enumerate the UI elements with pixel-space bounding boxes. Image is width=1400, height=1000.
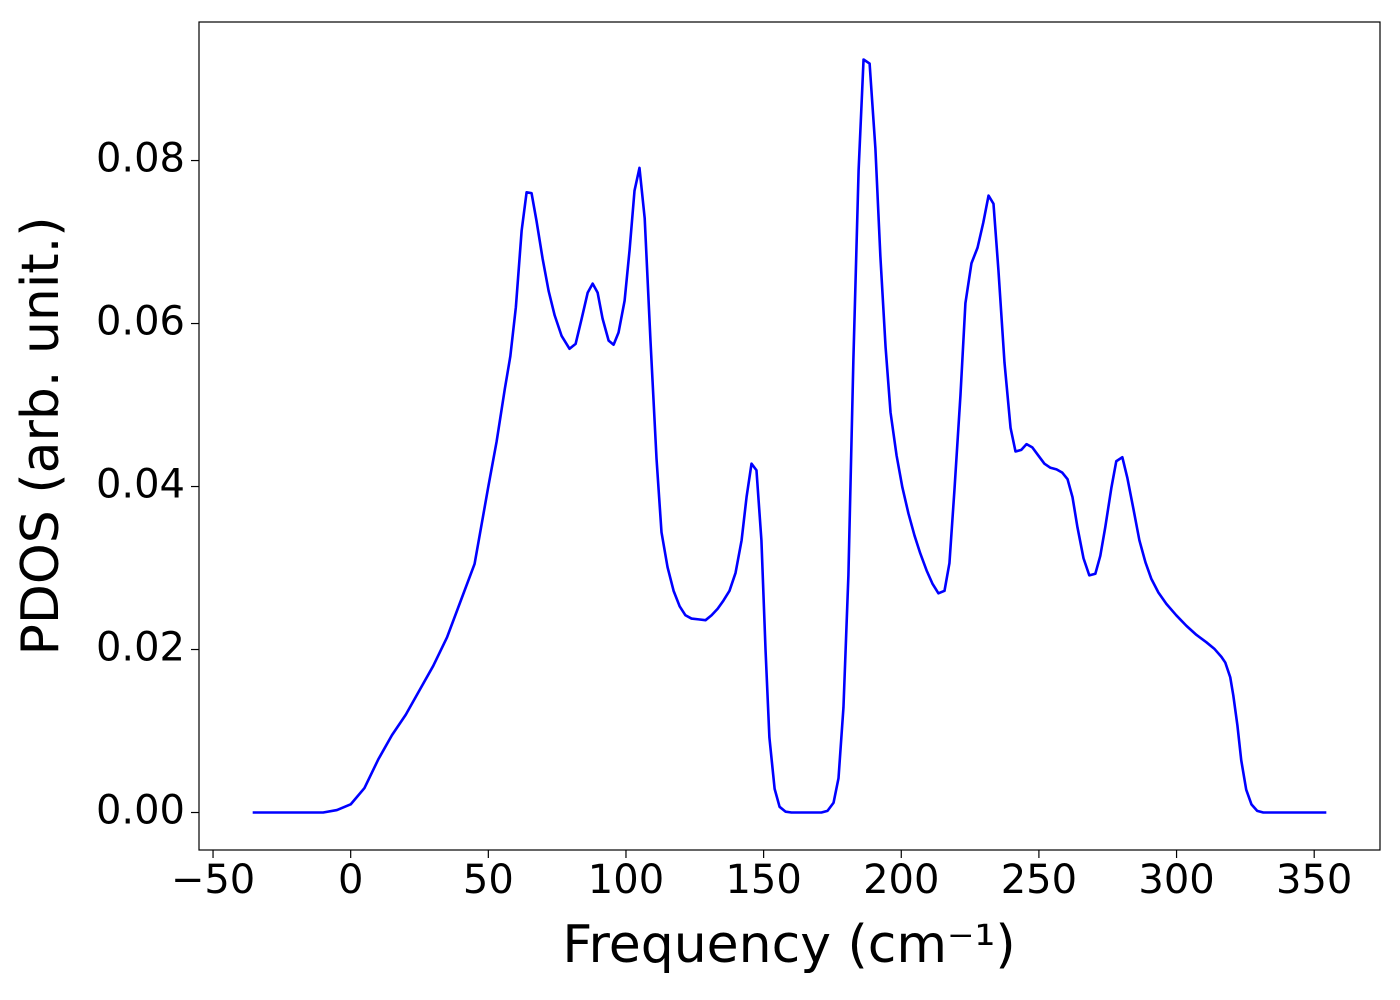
plot-frame <box>198 21 1381 851</box>
x-tick-label: −50 <box>171 857 255 903</box>
x-tick-label: 250 <box>1001 857 1077 903</box>
x-tick-label: 300 <box>1138 857 1214 903</box>
x-axis-label: Frequency (cm⁻¹) <box>562 915 1015 975</box>
data-line <box>252 58 1327 814</box>
x-tick-label: 200 <box>863 857 939 903</box>
x-tick-label: 0 <box>338 857 363 903</box>
x-tick-label: 150 <box>725 857 801 903</box>
x-tick-label: 100 <box>588 857 664 903</box>
y-tick-label: 0.04 <box>96 462 185 508</box>
y-tick-label: 0.02 <box>96 625 185 671</box>
x-tick-label: 50 <box>463 857 514 903</box>
y-tick-label: 0.08 <box>96 136 185 182</box>
y-axis-label: PDOS (arb. unit.) <box>11 216 71 655</box>
y-tick-label: 0.00 <box>96 788 185 834</box>
y-tick-label: 0.06 <box>96 299 185 345</box>
x-tick-label: 350 <box>1276 857 1352 903</box>
